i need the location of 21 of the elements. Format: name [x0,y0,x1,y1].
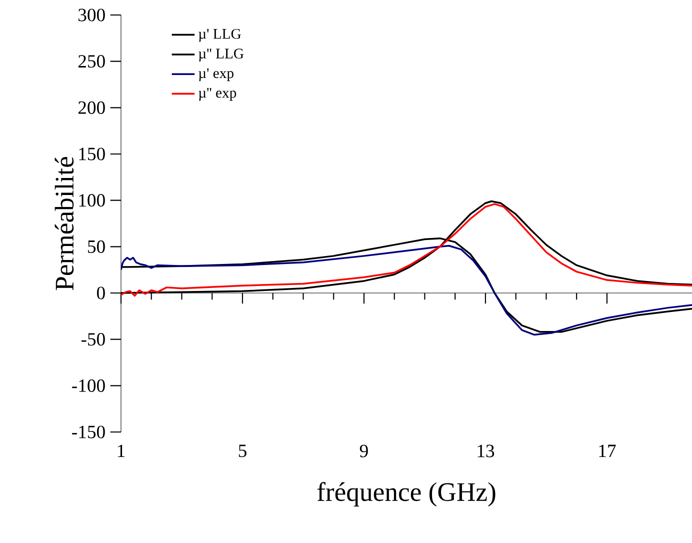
y-tick-label: -100 [72,379,105,392]
y-axis-title: Perméabilité [54,157,74,290]
y-tick-label: 300 [78,8,105,22]
y-tick-label: 200 [78,101,105,114]
x-tick-label: 9 [360,444,368,458]
y-tick-label: 0 [97,286,105,300]
y-tick-label: 50 [88,240,105,253]
y-tick-label: -150 [72,426,105,438]
x-tick-label: 5 [238,444,246,458]
x-axis-title: fréquence (GHz) [317,482,496,506]
x-tick-label: 1 [118,444,125,458]
legend-label: µ'' exp [198,88,236,101]
y-tick-label: 100 [79,194,105,207]
y-tick-label: 250 [78,55,105,68]
legend-label: µ'' LLG [198,48,244,62]
legend-label: µ' LLG [198,28,241,42]
y-tick-label: -50 [81,333,105,346]
y-tick-label: 150 [79,148,105,160]
x-tick-label: 17 [599,444,616,458]
x-tick-label: 13 [478,444,494,458]
legend-label: µ' exp [198,68,234,82]
